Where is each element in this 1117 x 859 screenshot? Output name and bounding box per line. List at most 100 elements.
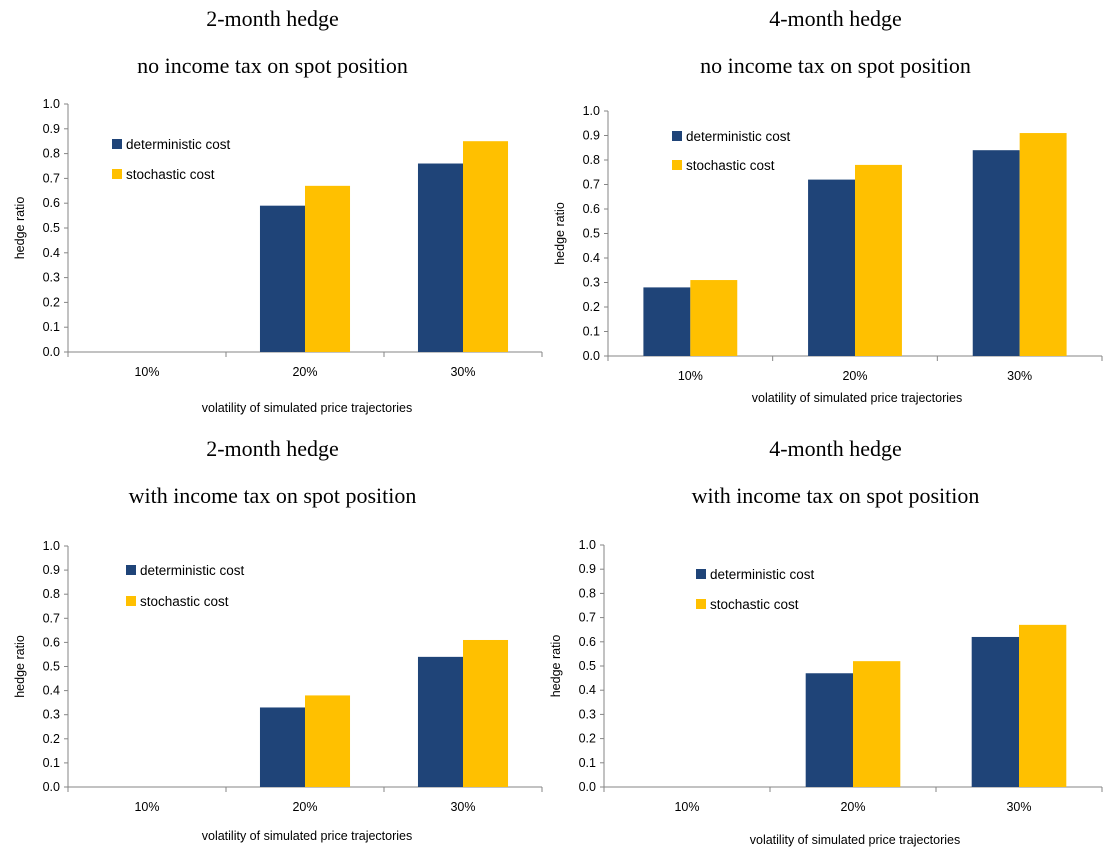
bar-chart: 0.0 0.1 0.2 0.3 0.4 0.5 0.6 0.7 0.8 0.9 1.0 10% 20% 3…	[549, 538, 1103, 847]
legend-label: stochastic cost	[126, 167, 215, 182]
legend-swatch	[696, 599, 706, 609]
y-tick-label: 0.4	[579, 683, 596, 697]
y-tick-label: 0.5	[43, 660, 60, 674]
y-tick-label: 0.1	[43, 756, 60, 770]
legend-label: stochastic cost	[710, 597, 799, 612]
legend-swatch	[696, 569, 706, 579]
x-tick-label: 10%	[134, 365, 159, 379]
legend-swatch	[126, 596, 136, 606]
y-tick-label: 1.0	[43, 97, 60, 111]
bar-chart: 0.0 0.1 0.2 0.3 0.4 0.5 0.6 0.7 0.8 0.9 1.0 10% 20% 3…	[13, 97, 543, 415]
panel-title-line1: 4-month hedge	[769, 6, 902, 31]
x-tick-label: 10%	[134, 800, 159, 814]
bar	[305, 185, 351, 352]
legend-label: deterministic cost	[686, 129, 791, 144]
y-tick-label: 0.3	[43, 708, 60, 722]
bar	[971, 636, 1019, 787]
y-tick-label: 0.2	[43, 295, 60, 309]
bar	[690, 280, 738, 356]
legend-label: deterministic cost	[140, 563, 245, 578]
legend-swatch	[672, 131, 682, 141]
x-tick-label: 20%	[292, 365, 317, 379]
bar	[855, 164, 902, 356]
y-axis-title: hedge ratio	[553, 202, 567, 265]
bar-chart: 0.0 0.1 0.2 0.3 0.4 0.5 0.6 0.7 0.8 0.9 1.0 10% 20% 3…	[553, 104, 1103, 405]
y-tick-label: 0.3	[43, 271, 60, 285]
y-tick-label: 0.9	[583, 129, 600, 143]
chart-panel-4: 4-month hedge with income tax on spot po…	[549, 430, 1113, 859]
y-tick-label: 0.8	[43, 147, 60, 161]
x-tick-label: 20%	[842, 369, 867, 383]
y-tick-label: 0.6	[43, 635, 60, 649]
y-axis-title: hedge ratio	[549, 635, 563, 698]
y-tick-label: 0.7	[43, 611, 60, 625]
y-tick-label: 0.4	[583, 251, 600, 265]
y-tick-label: 0.0	[583, 349, 600, 363]
bar	[805, 673, 853, 787]
bar	[1019, 133, 1067, 356]
y-tick-label: 1.0	[43, 539, 60, 553]
legend-label: deterministic cost	[126, 137, 231, 152]
chart-panel-2: 4-month hedge no income tax on spot posi…	[553, 0, 1113, 420]
bar	[853, 661, 901, 787]
y-tick-label: 1.0	[579, 538, 596, 552]
panel-title-line1: 4-month hedge	[769, 436, 902, 461]
y-tick-label: 0.6	[583, 202, 600, 216]
panel-title-line1: 2-month hedge	[206, 6, 339, 31]
x-tick-label: 30%	[1006, 800, 1031, 814]
legend-swatch	[112, 169, 122, 179]
y-tick-label: 0.1	[579, 756, 596, 770]
panel-title-line2: with income tax on spot position	[691, 483, 980, 508]
y-tick-label: 0.2	[43, 732, 60, 746]
bar	[1019, 624, 1067, 787]
panel-title-line2: with income tax on spot position	[128, 483, 417, 508]
chart-panel-3: 2-month hedge with income tax on spot po…	[0, 430, 545, 859]
bar	[643, 287, 691, 356]
y-tick-label: 0.5	[583, 227, 600, 241]
panel-title-line2: no income tax on spot position	[137, 53, 408, 78]
legend-label: stochastic cost	[140, 594, 229, 609]
bar	[417, 163, 463, 352]
y-axis-title: hedge ratio	[13, 635, 27, 698]
x-axis-title: volatility of simulated price trajectori…	[202, 401, 413, 415]
x-axis-title: volatility of simulated price trajectori…	[752, 391, 963, 405]
y-tick-label: 1.0	[583, 104, 600, 118]
bar	[305, 695, 351, 787]
y-tick-label: 0.0	[43, 345, 60, 359]
y-tick-label: 0.5	[43, 221, 60, 235]
y-tick-label: 0.9	[43, 563, 60, 577]
legend-swatch	[672, 160, 682, 170]
y-tick-label: 0.3	[583, 276, 600, 290]
bar	[808, 179, 855, 356]
y-tick-label: 0.7	[43, 171, 60, 185]
y-tick-label: 0.5	[579, 659, 596, 673]
y-tick-label: 0.0	[43, 780, 60, 794]
y-axis-title: hedge ratio	[13, 197, 27, 260]
y-tick-label: 0.4	[43, 684, 60, 698]
legend-swatch	[112, 139, 122, 149]
panel-title-line2: no income tax on spot position	[700, 53, 971, 78]
y-tick-label: 0.3	[579, 707, 596, 721]
bar	[463, 639, 509, 787]
y-tick-label: 0.7	[579, 611, 596, 625]
panel-title-line1: 2-month hedge	[206, 436, 339, 461]
legend-swatch	[126, 565, 136, 575]
y-tick-label: 0.9	[43, 122, 60, 136]
x-axis-title: volatility of simulated price trajectori…	[202, 829, 413, 843]
bar	[972, 150, 1020, 356]
y-tick-label: 0.1	[43, 320, 60, 334]
x-tick-label: 10%	[674, 800, 699, 814]
bar-chart: 0.0 0.1 0.2 0.3 0.4 0.5 0.6 0.7 0.8 0.9 1.0 10% 20% 3…	[13, 539, 543, 843]
y-tick-label: 0.2	[583, 300, 600, 314]
x-tick-label: 30%	[450, 365, 475, 379]
y-tick-label: 0.6	[579, 635, 596, 649]
bar	[259, 707, 305, 787]
x-tick-label: 20%	[840, 800, 865, 814]
x-tick-label: 20%	[292, 800, 317, 814]
bar	[259, 205, 305, 352]
y-tick-label: 0.8	[43, 587, 60, 601]
y-tick-label: 0.8	[583, 153, 600, 167]
chart-panel-1: 2-month hedge no income tax on spot posi…	[0, 0, 545, 420]
y-tick-label: 0.0	[579, 780, 596, 794]
bar	[417, 656, 463, 787]
